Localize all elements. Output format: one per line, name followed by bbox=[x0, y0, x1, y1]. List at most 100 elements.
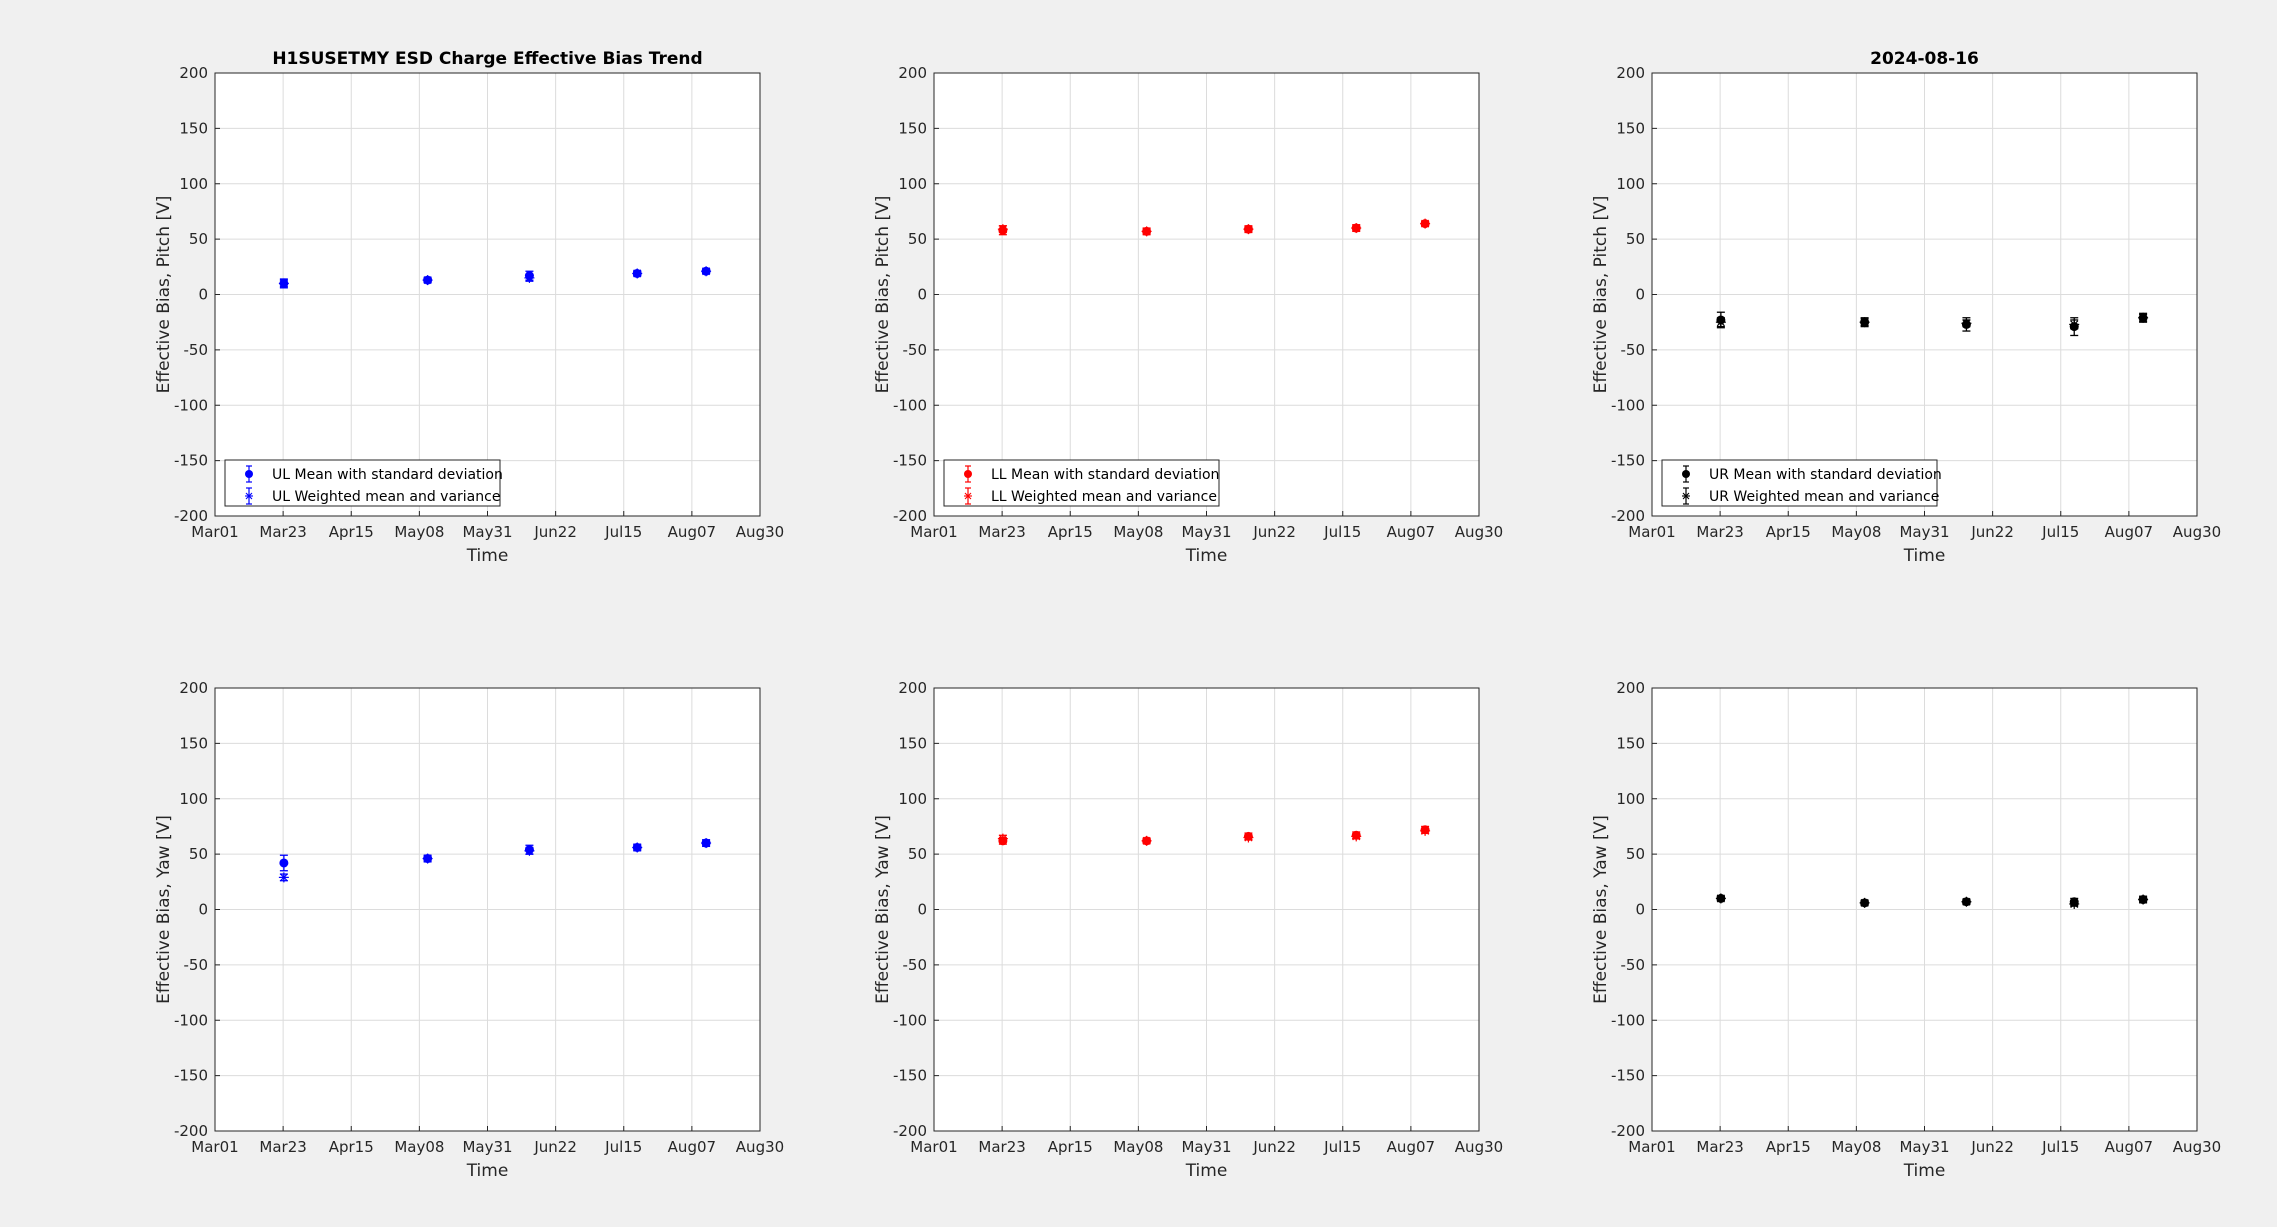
x-axis-label: Time bbox=[1185, 1161, 1228, 1181]
asterisk-stroke bbox=[1244, 225, 1253, 234]
asterisk-stroke bbox=[1962, 897, 1971, 906]
x-tick-label: May08 bbox=[394, 523, 444, 541]
y-tick-label: -150 bbox=[1611, 452, 1645, 470]
y-tick-label: -200 bbox=[893, 1122, 927, 1140]
y-tick-label: 0 bbox=[198, 901, 208, 919]
data-point-asterisk bbox=[524, 272, 535, 283]
y-tick-label: -200 bbox=[1611, 507, 1645, 525]
x-tick-label: Aug30 bbox=[736, 1138, 784, 1156]
x-tick-label: Mar01 bbox=[910, 523, 957, 541]
asterisk-stroke bbox=[245, 492, 253, 500]
asterisk-stroke bbox=[633, 269, 642, 278]
asterisk-stroke bbox=[998, 834, 1007, 843]
data-point-asterisk bbox=[1859, 897, 1870, 908]
data-point-asterisk bbox=[632, 842, 643, 853]
chart-title: 2024-08-16 bbox=[1870, 49, 1979, 69]
data-point-asterisk bbox=[2069, 319, 2080, 330]
legend-box bbox=[224, 459, 501, 507]
y-tick-label: 0 bbox=[198, 286, 208, 304]
legend-label: UL Mean with standard deviation bbox=[272, 467, 503, 483]
y-tick-label: 50 bbox=[189, 230, 208, 248]
y-tick-label: -50 bbox=[1621, 956, 1646, 974]
data-point-asterisk bbox=[1243, 224, 1254, 235]
asterisk-stroke bbox=[702, 839, 711, 848]
data-point-asterisk bbox=[2138, 894, 2149, 905]
x-tick-label: Apr15 bbox=[1048, 1138, 1093, 1156]
x-tick-label: Mar23 bbox=[259, 1138, 306, 1156]
x-tick-label: Apr15 bbox=[329, 523, 374, 541]
y-tick-label: -200 bbox=[174, 507, 208, 525]
legend-marker bbox=[1682, 470, 1690, 478]
y-tick-label: 150 bbox=[898, 734, 927, 752]
y-tick-label: 50 bbox=[908, 845, 927, 863]
y-tick-label: 150 bbox=[179, 119, 208, 137]
data-point-asterisk bbox=[1961, 318, 1972, 329]
x-tick-label: Jun22 bbox=[533, 1138, 577, 1156]
x-axis-label: Time bbox=[1903, 546, 1946, 566]
x-tick-label: Mar23 bbox=[978, 1138, 1025, 1156]
asterisk-stroke bbox=[1716, 318, 1725, 327]
y-tick-label: -150 bbox=[893, 452, 927, 470]
asterisk-stroke bbox=[1421, 826, 1430, 835]
panel-6: Mar01 Mar23 Apr15 May08 May31 Jun22 Jul15 Aug07… bbox=[1591, 679, 2221, 1181]
x-tick-label: Aug07 bbox=[1387, 1138, 1435, 1156]
y-tick-label: -200 bbox=[174, 1122, 208, 1140]
y-tick-label: 200 bbox=[179, 64, 208, 82]
data-point-asterisk bbox=[1243, 832, 1254, 843]
y-tick-label: -50 bbox=[1621, 341, 1646, 359]
data-point-asterisk bbox=[1351, 223, 1362, 234]
asterisk-stroke bbox=[2070, 320, 2079, 329]
legend-label: LL Weighted mean and variance bbox=[991, 489, 1217, 505]
data-point-asterisk bbox=[1141, 226, 1152, 237]
x-axis-label: Time bbox=[1903, 1161, 1946, 1181]
x-tick-label: May31 bbox=[1181, 523, 1231, 541]
y-tick-label: -200 bbox=[893, 507, 927, 525]
legend-box bbox=[943, 459, 1220, 507]
x-tick-label: Jul15 bbox=[2041, 523, 2079, 541]
data-point-asterisk bbox=[422, 275, 433, 286]
y-tick-label: 50 bbox=[1626, 230, 1645, 248]
asterisk-stroke bbox=[1682, 492, 1690, 500]
y-tick-label: -50 bbox=[903, 341, 928, 359]
legend-marker-asterisk bbox=[964, 492, 972, 500]
data-point-asterisk bbox=[278, 872, 289, 883]
x-tick-label: May08 bbox=[394, 1138, 444, 1156]
legend: UR Mean with standard deviation UR Weight… bbox=[1661, 459, 1942, 507]
plot-frame bbox=[214, 687, 761, 1132]
series-weighted bbox=[278, 838, 712, 883]
y-tick-label: 150 bbox=[1616, 734, 1645, 752]
x-tick-label: Mar01 bbox=[1628, 1138, 1675, 1156]
x-tick-label: Aug30 bbox=[2173, 523, 2221, 541]
x-tick-label: Aug30 bbox=[736, 523, 784, 541]
asterisk-stroke bbox=[2070, 899, 2079, 908]
data-point-asterisk bbox=[1351, 831, 1362, 842]
panel-4: Mar01 Mar23 Apr15 May08 May31 Jun22 Jul15 Aug07… bbox=[154, 679, 784, 1181]
asterisk-stroke bbox=[1244, 833, 1253, 842]
data-point-asterisk bbox=[997, 833, 1008, 844]
asterisk-stroke bbox=[998, 225, 1007, 234]
data-point-asterisk bbox=[1420, 825, 1431, 836]
x-tick-label: Mar23 bbox=[259, 523, 306, 541]
asterisk-stroke bbox=[1860, 898, 1869, 907]
plot-frame bbox=[933, 687, 1480, 1132]
x-tick-label: Aug07 bbox=[1387, 523, 1435, 541]
panel-3: Mar01 Mar23 Apr15 May08 May31 Jun22 Jul15 Aug07… bbox=[1591, 49, 2221, 566]
plot-frame bbox=[1651, 687, 2198, 1132]
x-tick-label: Jul15 bbox=[1323, 523, 1361, 541]
x-tick-label: May31 bbox=[462, 1138, 512, 1156]
data-point-asterisk bbox=[997, 224, 1008, 235]
y-tick-label: -100 bbox=[893, 396, 927, 414]
data-point bbox=[279, 858, 289, 868]
x-tick-label: Jul15 bbox=[2041, 1138, 2079, 1156]
y-tick-label: 100 bbox=[898, 790, 927, 808]
y-axis-label: Effective Bias, Yaw [V] bbox=[154, 815, 174, 1004]
data-point-asterisk bbox=[701, 266, 712, 277]
asterisk-stroke bbox=[2139, 313, 2148, 322]
data-point-asterisk bbox=[1859, 317, 1870, 328]
asterisk-stroke bbox=[423, 854, 432, 863]
y-axis-label: Effective Bias, Yaw [V] bbox=[1591, 815, 1611, 1004]
y-tick-label: -100 bbox=[893, 1011, 927, 1029]
legend-label: UL Weighted mean and variance bbox=[272, 489, 500, 505]
y-tick-label: -100 bbox=[174, 396, 208, 414]
y-tick-label: -50 bbox=[184, 341, 209, 359]
